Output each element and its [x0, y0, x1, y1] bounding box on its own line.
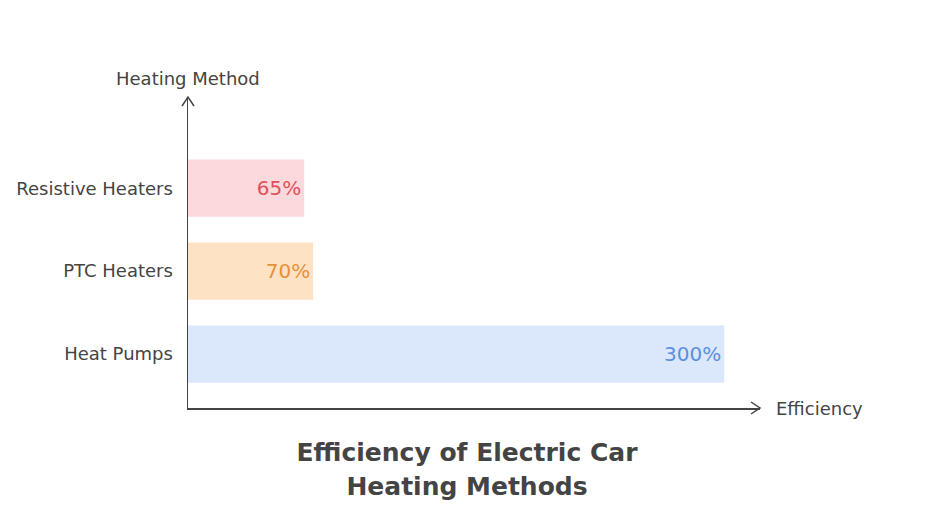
svg-text:Resistive Heaters: Resistive Heaters [16, 178, 173, 199]
html-text:Efficiency of Electric Car Hea: Efficiency of Electric Car Heating Metho… [296, 438, 638, 501]
svg-text:300%: 300% [664, 342, 721, 366]
svg-text:Efficiency: Efficiency [776, 398, 863, 419]
svg-text:70%: 70% [266, 259, 310, 283]
svg-text:65%: 65% [257, 176, 301, 200]
svg-text:Heating Method: Heating Method [116, 68, 260, 89]
svg-text:Heat Pumps: Heat Pumps [64, 343, 173, 364]
svg-text:PTC Heaters: PTC Heaters [63, 260, 173, 281]
